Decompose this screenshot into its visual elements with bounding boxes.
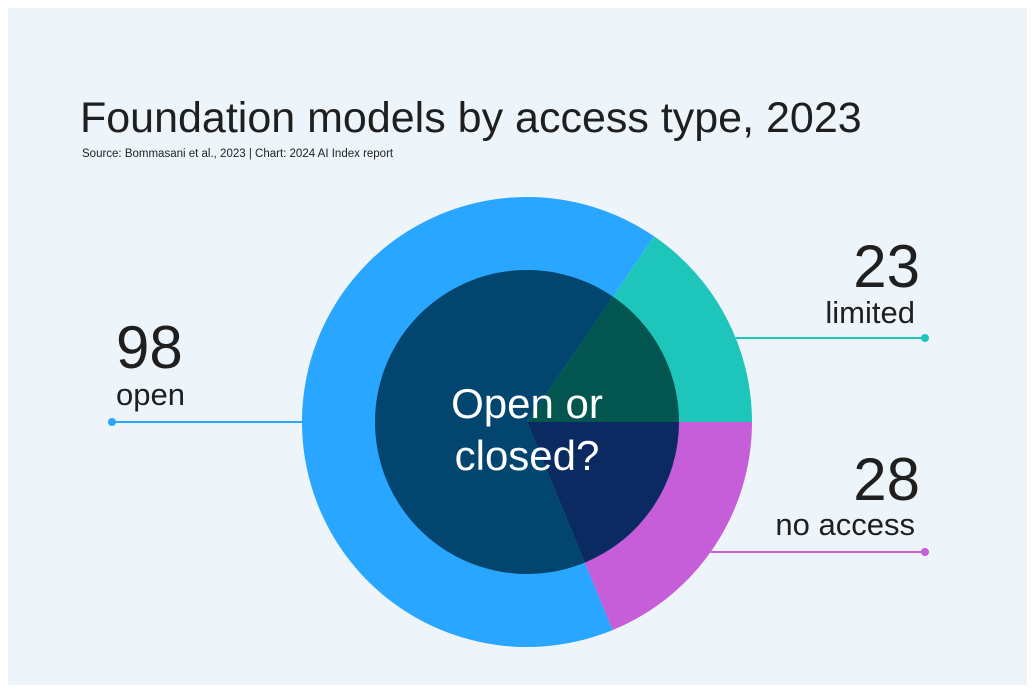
center-label: Open or [451,380,603,427]
center-label: closed? [455,432,600,479]
leader-dot [921,334,929,342]
value-label: 23 [853,233,920,300]
value-label: 98 [116,314,183,381]
value-label: 28 [853,446,920,513]
chart-title: Foundation models by access type, 2023 [80,94,862,142]
leader-dot [108,418,116,426]
pie-slice-inner [374,269,613,574]
pie-slice-inner [527,422,679,563]
category-label: open [116,377,185,412]
chart-subtitle: Source: Bommasani et al., 2023 | Chart: … [82,148,394,160]
category-label: no access [775,507,915,542]
leader-dot [921,548,929,556]
category-label: limited [825,295,915,330]
pie-slice-inner [527,296,679,422]
